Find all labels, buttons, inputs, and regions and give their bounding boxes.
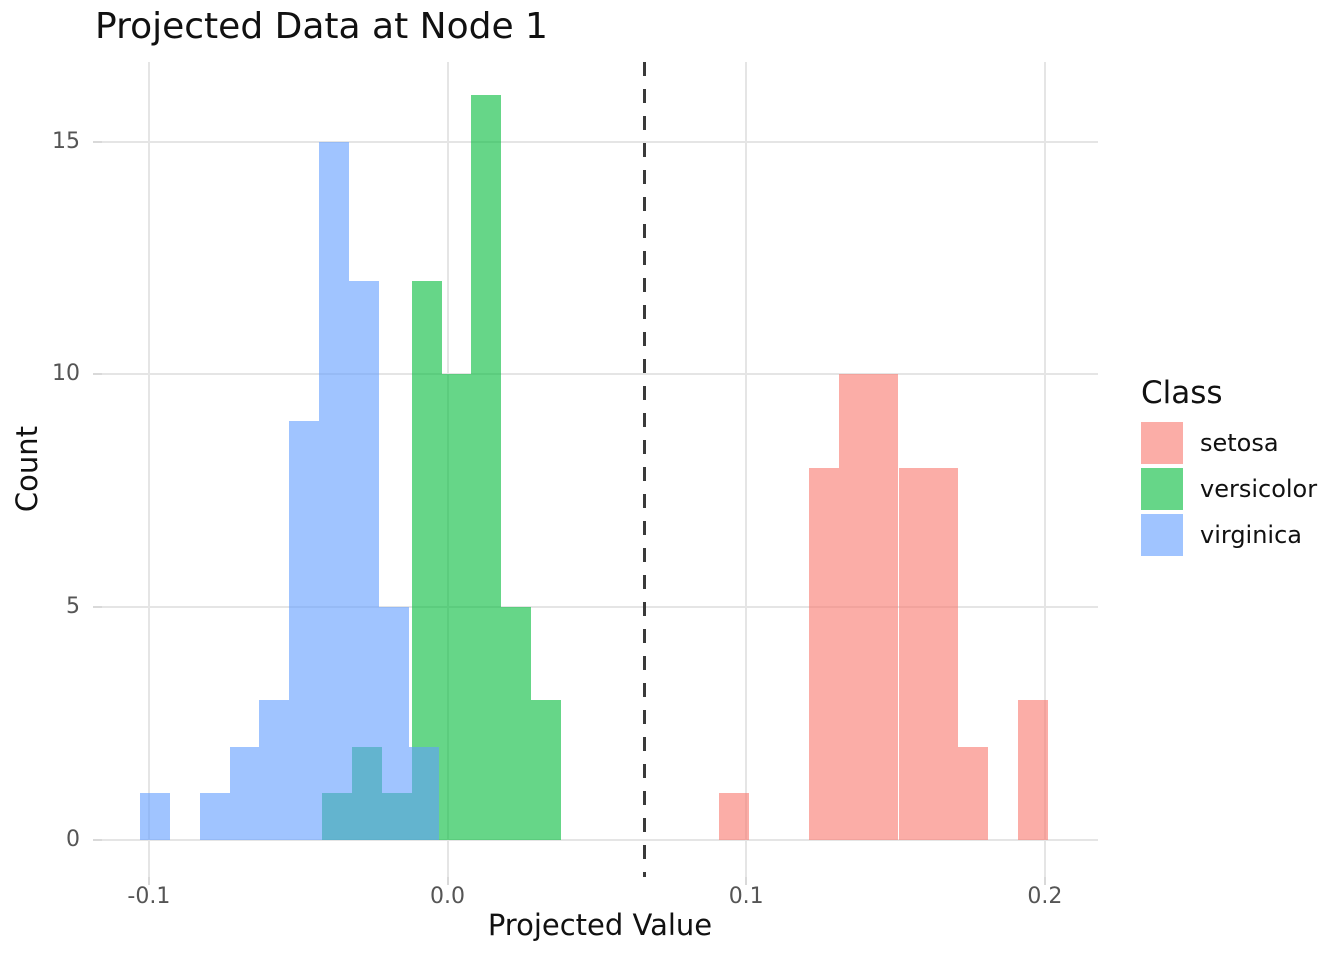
histogram-bar-setosa: [958, 746, 989, 840]
x-axis-title: Projected Value: [487, 908, 713, 942]
histogram-bar-versicolor: [411, 281, 442, 840]
x-tick: [1043, 877, 1046, 885]
legend-title: Class: [1141, 375, 1223, 411]
x-tick: [745, 877, 748, 885]
histogram-bar-setosa: [719, 793, 750, 840]
x-gridline: [1043, 62, 1046, 877]
y-tick: [93, 140, 102, 143]
legend-label: virginica: [1200, 521, 1302, 549]
y-tick: [93, 606, 102, 609]
histogram-bar-virginica: [378, 607, 409, 840]
legend-item-virginica: virginica: [1141, 514, 1317, 556]
histogram-bar-virginica: [348, 281, 379, 840]
y-axis-title: Count: [10, 425, 44, 513]
legend-swatch-setosa: [1141, 422, 1183, 464]
legend-item-setosa: setosa: [1141, 422, 1317, 464]
y-gridline: [102, 838, 1098, 841]
y-gridline: [102, 140, 1098, 143]
x-tick-label: 0.2: [1027, 884, 1063, 909]
histogram-bar-versicolor: [501, 607, 532, 840]
y-tick-label: 15: [52, 128, 80, 154]
x-tick-label: 0.0: [430, 884, 466, 909]
y-tick: [93, 838, 102, 841]
split-threshold-line: [642, 62, 647, 877]
histogram-bar-virginica: [139, 793, 170, 840]
histogram-bar-virginica: [199, 793, 230, 840]
legend-item-versicolor: versicolor: [1141, 468, 1317, 510]
y-gridline: [102, 606, 1098, 609]
y-gridline: [102, 373, 1098, 376]
legend-swatch-virginica: [1141, 514, 1183, 556]
legend-swatch-versicolor: [1141, 468, 1183, 510]
histogram-bar-setosa: [808, 467, 839, 840]
histogram-bar-setosa: [928, 467, 959, 840]
legend-items: setosa versicolor virginica: [1141, 422, 1317, 556]
legend-label: setosa: [1200, 429, 1279, 457]
histogram-bar-virginica: [408, 746, 439, 840]
histogram-bar-setosa: [898, 467, 929, 840]
y-tick: [93, 373, 102, 376]
histogram-bar-virginica: [319, 141, 349, 840]
y-tick-label: 5: [66, 594, 80, 620]
plot-panel: [102, 62, 1098, 877]
x-gridline: [745, 62, 748, 877]
histogram-bar-virginica: [259, 700, 290, 840]
x-tick-label: -0.1: [127, 884, 171, 909]
histogram-bar-setosa: [868, 374, 899, 840]
histogram-bar-setosa: [838, 374, 869, 840]
histogram-bar-setosa: [1017, 700, 1048, 840]
x-tick: [147, 877, 150, 885]
histogram-bar-virginica: [229, 746, 260, 840]
histogram-bar-versicolor: [531, 700, 562, 840]
legend-label: versicolor: [1200, 475, 1318, 503]
y-tick-label: 10: [52, 361, 80, 387]
chart-title: Projected Data at Node 1: [95, 6, 548, 47]
y-tick-label: 0: [66, 826, 80, 852]
histogram-bar-versicolor: [441, 374, 472, 840]
legend: Class setosa versicolor virginica: [1141, 375, 1317, 560]
x-tick: [446, 877, 449, 885]
x-tick-label: 0.1: [728, 884, 764, 909]
histogram-bar-virginica: [289, 421, 320, 840]
histogram-bar-versicolor: [471, 95, 502, 840]
x-gridline: [147, 62, 150, 877]
